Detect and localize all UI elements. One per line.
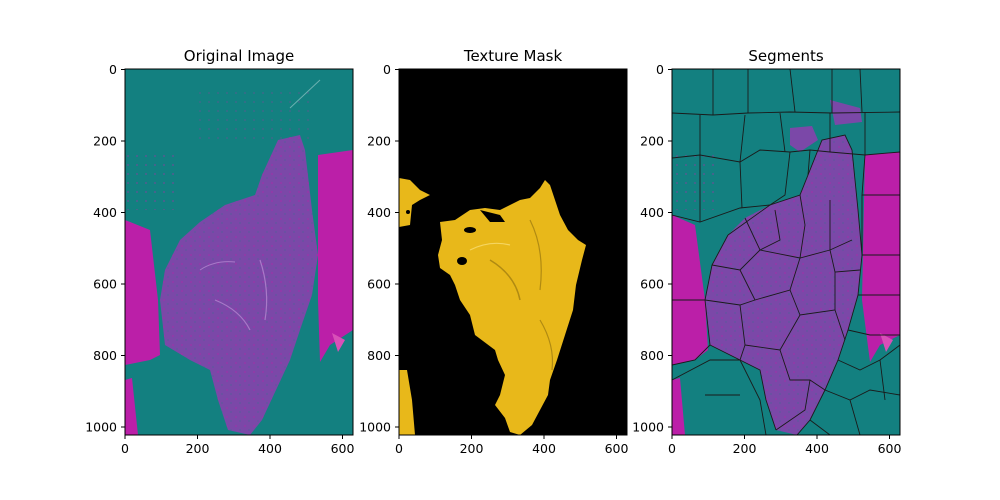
ytick-label: 200 [640, 134, 664, 149]
ytick-label: 600 [93, 277, 117, 292]
panel-mask-title: Texture Mask [463, 47, 563, 65]
panel-segments: Segments [632, 47, 901, 456]
ytick-label: 0 [383, 62, 391, 77]
xtick-label: 400 [805, 441, 829, 456]
ytick-label: 400 [367, 205, 391, 220]
panel-segments-title: Segments [748, 47, 824, 65]
mask-xaxis: 0 200 400 600 [395, 435, 628, 456]
mask-yaxis: 0 200 400 600 800 1000 [359, 62, 399, 435]
xtick-label: 0 [121, 441, 129, 456]
ytick-label: 600 [367, 277, 391, 292]
xtick-label: 200 [460, 441, 484, 456]
panel-original-title: Original Image [184, 47, 294, 65]
original-image [125, 69, 353, 435]
original-xaxis: 0 200 400 600 [121, 435, 354, 456]
ytick-label: 400 [640, 205, 664, 220]
xtick-label: 200 [186, 441, 210, 456]
xtick-label: 400 [258, 441, 282, 456]
ytick-label: 0 [109, 62, 117, 77]
ytick-label: 400 [93, 205, 117, 220]
xtick-label: 0 [668, 441, 676, 456]
ytick-label: 200 [367, 134, 391, 149]
panel-original: Original Image [85, 47, 354, 456]
ytick-label: 800 [367, 348, 391, 363]
xtick-label: 600 [878, 441, 902, 456]
segments-xaxis: 0 200 400 600 [668, 435, 901, 456]
ytick-label: 1000 [359, 420, 391, 435]
ytick-label: 800 [640, 348, 664, 363]
ytick-label: 1000 [632, 420, 664, 435]
segments-image [672, 69, 900, 435]
ytick-label: 1000 [85, 420, 117, 435]
mask-image [399, 69, 627, 435]
ytick-label: 600 [640, 277, 664, 292]
ytick-label: 200 [93, 134, 117, 149]
original-yaxis: 0 200 400 600 800 1000 [85, 62, 125, 435]
segments-yaxis: 0 200 400 600 800 1000 [632, 62, 672, 435]
xtick-label: 0 [395, 441, 403, 456]
xtick-label: 200 [733, 441, 757, 456]
panel-mask: Texture Mask 0 [359, 47, 628, 456]
ytick-label: 800 [93, 348, 117, 363]
xtick-label: 600 [331, 441, 355, 456]
xtick-label: 400 [532, 441, 556, 456]
xtick-label: 600 [605, 441, 629, 456]
ytick-label: 0 [656, 62, 664, 77]
